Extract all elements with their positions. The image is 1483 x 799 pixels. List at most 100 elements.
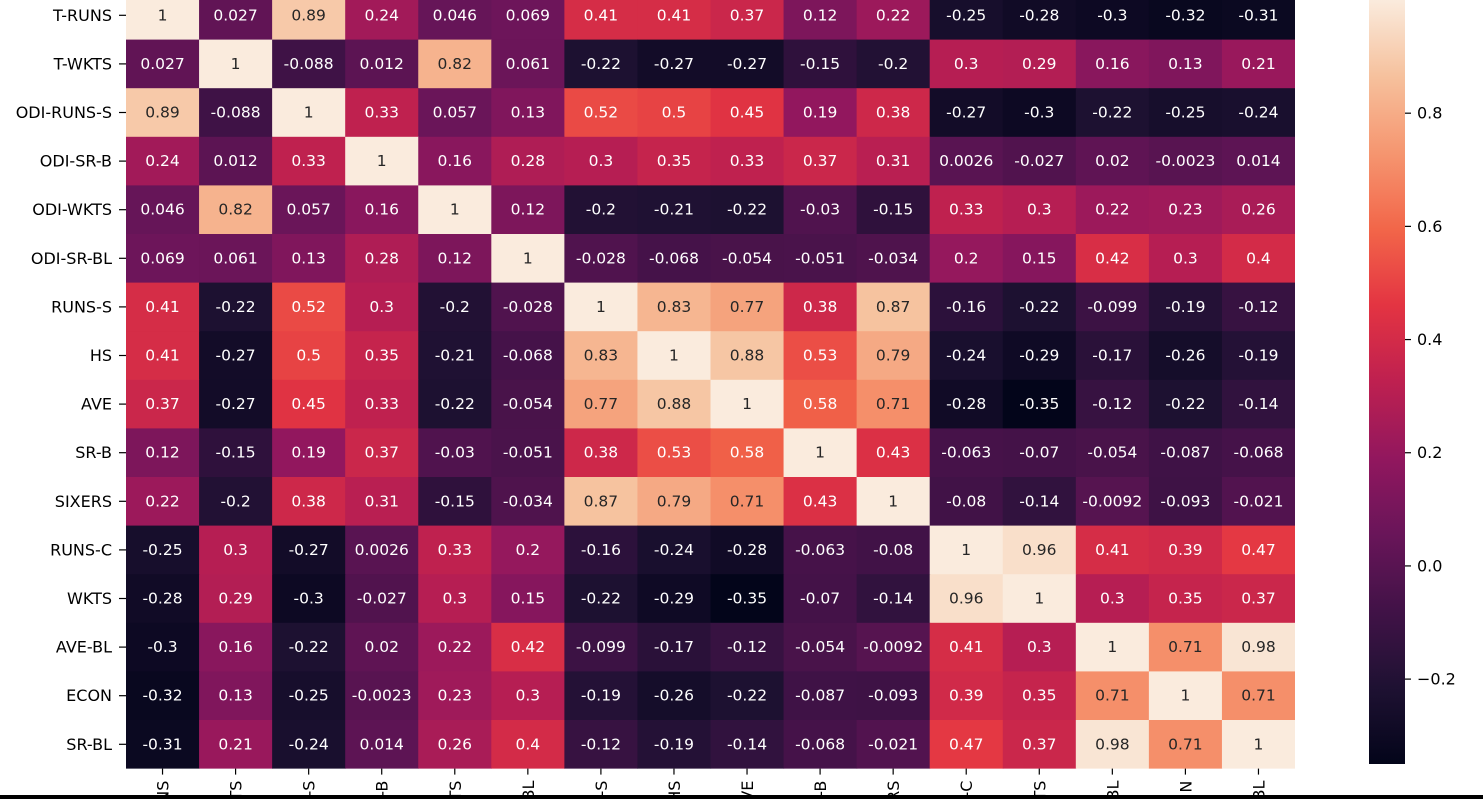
cell-annotation: 0.13 (218, 687, 253, 705)
heatmap-cell (637, 525, 712, 575)
cell-annotation: -0.19 (1238, 347, 1278, 365)
cell-annotation: 0.45 (291, 395, 326, 413)
heatmap-cell (637, 39, 712, 89)
heatmap-cell (1221, 185, 1295, 235)
heatmap-cell (345, 136, 419, 186)
heatmap-cell (564, 379, 639, 429)
cell-annotation: -0.021 (1233, 492, 1283, 510)
cell-annotation: 0.061 (506, 55, 550, 73)
heatmap-cell (637, 282, 712, 332)
cell-annotation: 0.057 (433, 104, 477, 122)
heatmap-cell (637, 331, 712, 381)
heatmap-cell (1221, 525, 1295, 575)
cell-annotation: 0.33 (438, 541, 473, 559)
x-tick-label: -C (957, 781, 976, 798)
heatmap-cell (345, 234, 419, 284)
heatmap-cell (1148, 428, 1223, 478)
heatmap-cell (345, 525, 419, 575)
y-tick-label: T-WKTS (53, 54, 112, 73)
heatmap-cell (710, 0, 785, 41)
heatmap-cell (199, 185, 273, 235)
heatmap-cell (199, 671, 273, 721)
cell-annotation: 0.83 (584, 347, 619, 365)
heatmap-cell (491, 379, 565, 429)
cell-annotation: 0.35 (1022, 687, 1057, 705)
cell-annotation: 0.71 (730, 492, 765, 510)
cell-annotation: -0.088 (284, 55, 334, 73)
heatmap-cell (1075, 282, 1150, 332)
heatmap-cell (1002, 720, 1077, 769)
cell-annotation: -0.29 (654, 590, 694, 608)
cell-annotation: 0.012 (360, 55, 404, 73)
cell-annotation: 1 (450, 201, 460, 219)
cell-annotation: 0.37 (803, 152, 838, 170)
cell-annotation: 0.13 (291, 249, 326, 267)
heatmap-cell (418, 234, 492, 284)
cell-annotation: -0.0023 (352, 687, 412, 705)
heatmap-cell (126, 39, 200, 89)
cell-annotation: 0.28 (364, 249, 399, 267)
heatmap-cell (126, 477, 200, 527)
cell-annotation: -0.15 (435, 492, 475, 510)
heatmap-cell (1148, 136, 1223, 186)
cell-annotation: 0.96 (1022, 541, 1057, 559)
cell-annotation: 0.41 (1095, 541, 1130, 559)
cell-annotation: 0.35 (364, 347, 399, 365)
cell-annotation: 0.77 (584, 395, 619, 413)
cell-annotation: -0.17 (1092, 347, 1132, 365)
heatmap-cell (1075, 379, 1150, 429)
cell-annotation: -0.25 (142, 541, 182, 559)
heatmap-cell (564, 428, 639, 478)
cell-annotation: -0.068 (649, 249, 699, 267)
cell-annotation: 0.43 (803, 492, 838, 510)
heatmap-cell (1002, 0, 1077, 41)
heatmap-cell (491, 88, 565, 138)
cell-annotation: -0.054 (795, 638, 845, 656)
heatmap-cell (1221, 136, 1295, 186)
heatmap-cell (1148, 282, 1223, 332)
cell-annotation: 1 (1107, 638, 1117, 656)
cell-annotation: 0.47 (1241, 541, 1276, 559)
cell-annotation: -0.22 (289, 638, 329, 656)
cell-annotation: -0.26 (1165, 347, 1205, 365)
heatmap-cell (126, 574, 200, 624)
colorbar-tick-label: 0.0 (1417, 556, 1442, 575)
cell-annotation: -0.12 (727, 638, 767, 656)
heatmap-cell (783, 88, 858, 138)
cell-annotation: -0.03 (800, 201, 840, 219)
cell-annotation: 0.3 (516, 687, 541, 705)
heatmap-cell (272, 525, 346, 575)
heatmap-cell (1075, 185, 1150, 235)
cell-annotation: 0.2 (516, 541, 541, 559)
cell-annotation: 0.02 (364, 638, 399, 656)
y-tick-label: SIXERS (55, 492, 112, 511)
heatmap-cell (418, 136, 492, 186)
cell-annotation: 0.3 (589, 152, 614, 170)
heatmap-cell (1148, 331, 1223, 381)
cell-annotation: -0.27 (654, 55, 694, 73)
cell-annotation: 0.4 (516, 735, 541, 753)
heatmap-cell (126, 428, 200, 478)
x-tick-label: BL (1103, 781, 1122, 799)
cell-annotation: -0.22 (727, 201, 767, 219)
cell-annotation: 1 (742, 395, 752, 413)
heatmap-cell (929, 477, 1004, 527)
cell-annotation: -0.3 (294, 590, 324, 608)
y-tick-label: RUNS-S (51, 297, 112, 316)
cell-annotation: -0.027 (357, 590, 407, 608)
heatmap-cell (1148, 622, 1223, 672)
cell-annotation: 0.37 (730, 6, 765, 24)
cell-annotation: 0.014 (1236, 152, 1280, 170)
heatmap-cell (1002, 136, 1077, 186)
heatmap-cell (1221, 0, 1295, 41)
cell-annotation: 0.28 (511, 152, 546, 170)
cell-annotation: 0.47 (949, 735, 984, 753)
heatmap-cell (1221, 428, 1295, 478)
cell-annotation: -0.08 (946, 492, 986, 510)
heatmap-cell (783, 720, 858, 769)
cell-annotation: -0.034 (868, 249, 918, 267)
heatmap-cell (783, 136, 858, 186)
heatmap-cell (1075, 331, 1150, 381)
heatmap-cell (1075, 428, 1150, 478)
cell-annotation: -0.35 (727, 590, 767, 608)
